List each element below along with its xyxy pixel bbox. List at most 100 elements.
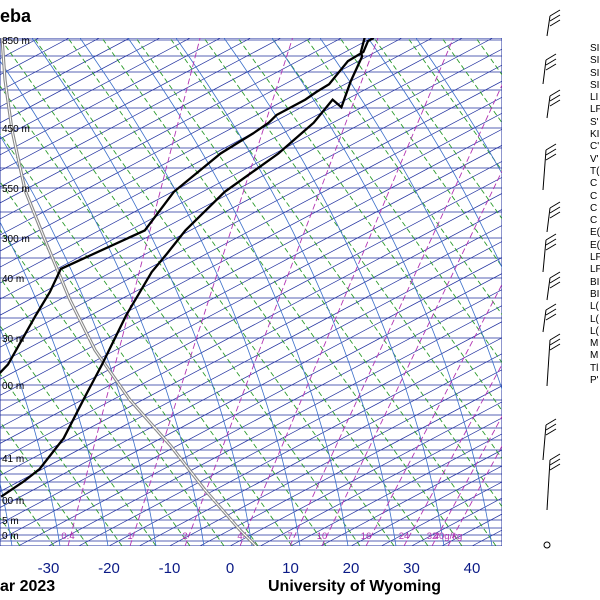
isotherm-line — [0, 144, 502, 412]
isotherm-line — [0, 38, 221, 156]
isotherm-line — [0, 209, 502, 476]
wind-barb-flag — [549, 333, 561, 341]
wind-barb-staff — [542, 309, 547, 333]
isotherm-line — [229, 401, 502, 546]
station-index-item: LF — [590, 264, 600, 276]
isotherm-line — [199, 385, 502, 546]
isotherm-line — [320, 449, 502, 546]
isotherm-line — [0, 38, 342, 220]
station-index-item: C — [590, 202, 598, 214]
dewpoint-profile — [0, 38, 375, 375]
station-index-item: LF — [590, 252, 600, 264]
wind-barb-flag — [545, 428, 557, 436]
station-index-item: C — [590, 190, 598, 202]
wind-barb-staff — [546, 277, 551, 301]
isotherm-line — [0, 38, 191, 140]
isotherm-line — [169, 369, 502, 546]
wind-barb-staff — [546, 339, 551, 387]
pressure-level-label: 40 m — [2, 274, 24, 285]
moist-adiabat-line — [0, 134, 157, 546]
isotherm-line — [0, 64, 502, 332]
wind-barb-staff — [542, 239, 547, 273]
x-tick-label: -20 — [98, 560, 120, 577]
station-index-item: BI — [590, 276, 600, 288]
mixing-ratio-label: 0.4 — [61, 531, 74, 542]
wind-barb-flag — [545, 243, 557, 251]
pressure-level-label: 0 m — [2, 531, 19, 542]
wind-barb-staff — [542, 59, 547, 85]
pressure-level-label: 41 m — [2, 454, 24, 465]
mixing-ratio-label: 32 — [427, 531, 438, 542]
station-index-item: SI — [590, 79, 600, 91]
station-index-item: M — [590, 338, 599, 350]
wind-barb-flag — [549, 99, 561, 107]
moist-adiabat-line — [0, 221, 109, 546]
dry-adiabat-line — [0, 325, 157, 546]
wind-barb-flag — [549, 9, 561, 17]
isotherm-line — [290, 433, 502, 546]
dry-adiabat-line — [441, 38, 502, 124]
moist-adiabat-line — [319, 38, 502, 391]
mixing-ratio-label: 2 — [182, 531, 187, 542]
station-index-item: V' — [590, 153, 599, 165]
dry-adiabat-line — [203, 38, 502, 460]
isotherm-line — [48, 305, 502, 546]
isotherm-line — [350, 465, 502, 546]
isotherm-line — [0, 38, 161, 124]
moist-adiabat-line — [0, 327, 61, 546]
station-index-item: P' — [590, 375, 599, 387]
dry-adiabat-line — [373, 38, 502, 220]
wind-barb-flag — [549, 19, 561, 27]
isotherm-line — [0, 38, 433, 268]
station-index-list: SI SI SI SI LI LF S' KI C' V' T(C C C C E(E(LF LF BI BI L(… — [590, 43, 600, 387]
mixing-ratio-line — [129, 38, 293, 546]
isotherm-line — [0, 176, 502, 444]
station-index-item: LI — [590, 92, 599, 104]
x-tick-label: 0 — [226, 560, 234, 577]
mixing-ratio-line — [184, 38, 379, 546]
isotherm-line — [0, 38, 403, 252]
moist-adiabat-line — [0, 60, 205, 546]
footer-date: ar 2023 — [0, 578, 56, 595]
isotherm-line — [0, 193, 502, 460]
wind-barb-staff — [546, 15, 551, 37]
isotherm-line — [0, 48, 502, 316]
station-index-item: S' — [590, 116, 599, 128]
isotherm-line — [0, 96, 502, 364]
wind-barb-flag — [549, 211, 561, 219]
mixing-ratio-line — [431, 415, 502, 546]
station-index-item: C — [590, 215, 598, 227]
station-index-item: M — [590, 350, 599, 362]
wind-barb-flag — [549, 14, 561, 22]
moist-adiabat-line — [223, 38, 445, 546]
station-index-item: C' — [590, 141, 600, 153]
isotherm-line — [0, 273, 502, 541]
wind-barb-flag — [549, 89, 561, 97]
isotherm-line — [441, 513, 502, 546]
isotherm-line — [0, 160, 502, 428]
pressure-level-label: 00 m — [2, 496, 24, 507]
moist-adiabat-line — [31, 38, 253, 546]
isotherm-line — [0, 38, 463, 284]
wind-barb-staff — [542, 424, 547, 461]
isotherm-line — [0, 257, 502, 525]
wind-barb-flag — [545, 233, 557, 241]
station-index-item: SI — [590, 67, 600, 79]
pressure-level-label: 550 m — [2, 184, 30, 195]
isotherm-line — [0, 38, 282, 188]
isotherm-line — [471, 529, 502, 546]
wind-barb-flag — [545, 308, 557, 316]
isotherm-line — [381, 481, 502, 546]
moist-adiabat-line — [127, 38, 349, 546]
wind-barb-flag — [549, 271, 561, 279]
isotherm-line — [0, 38, 9, 44]
isotherm-line — [0, 241, 502, 508]
pressure-level-label: 30 m — [2, 334, 24, 345]
station-index-item: L( — [590, 301, 599, 313]
chart-title: eba — [0, 6, 32, 26]
calm-wind-circle — [543, 541, 551, 549]
isotherm-line — [0, 38, 312, 204]
wind-barb-flag — [545, 63, 557, 71]
pressure-level-label: 850 m — [2, 36, 30, 47]
mixing-ratio-label: 24 — [399, 531, 410, 542]
